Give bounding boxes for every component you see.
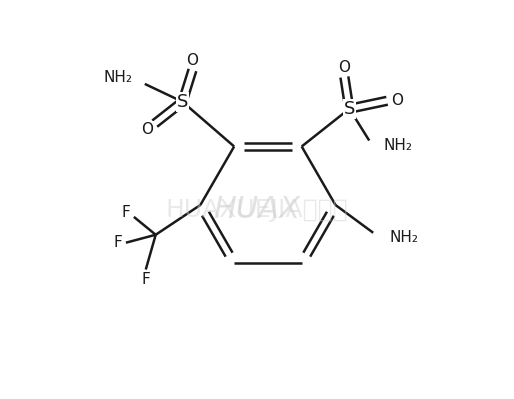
Text: F: F (141, 272, 150, 287)
Text: O: O (187, 53, 198, 67)
Text: O: O (391, 93, 403, 108)
Text: F: F (121, 205, 130, 220)
Text: NH₂: NH₂ (383, 138, 412, 153)
Text: NH₂: NH₂ (389, 230, 418, 245)
Text: F: F (114, 235, 122, 250)
Text: O: O (141, 122, 153, 137)
Text: S: S (177, 93, 188, 111)
Text: HUAX: HUAX (213, 196, 301, 224)
Text: S: S (344, 100, 355, 118)
Text: HUAXUEJIA化学加: HUAXUEJIA化学加 (166, 198, 348, 222)
Text: NH₂: NH₂ (104, 71, 133, 85)
Text: O: O (338, 59, 351, 75)
